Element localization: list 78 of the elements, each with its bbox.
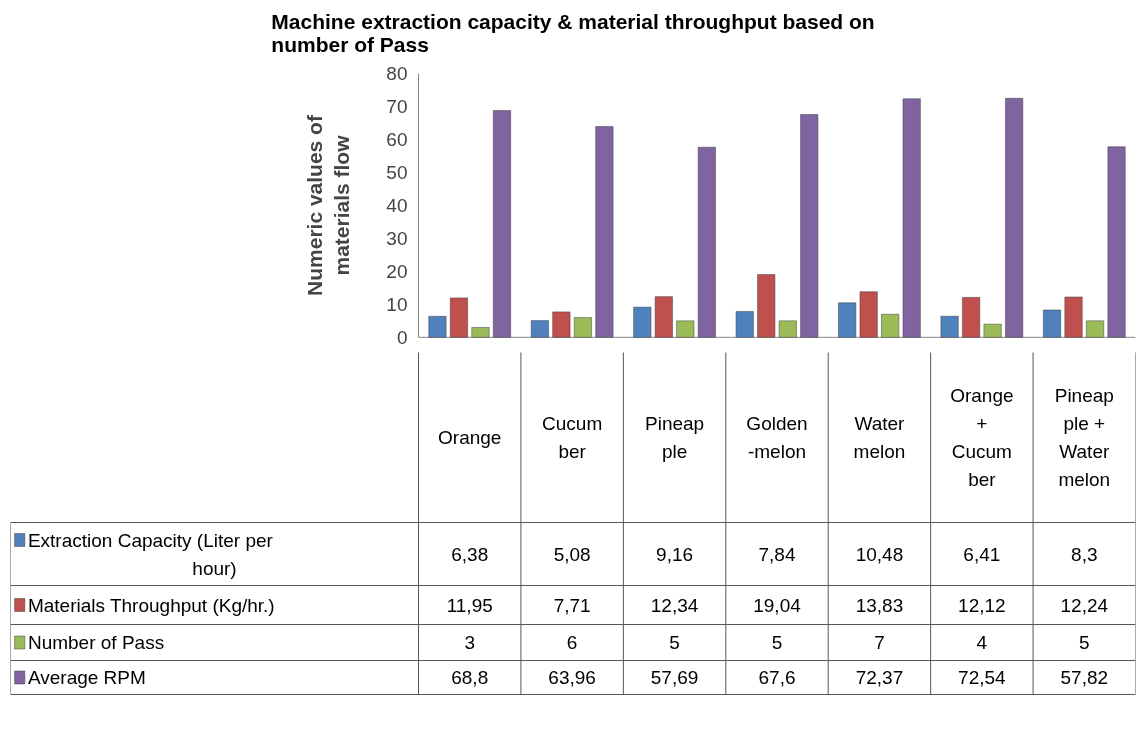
data-label: 5 [669, 632, 680, 653]
bar [757, 274, 776, 338]
y-tick-label: 60 [386, 129, 408, 151]
bar [940, 315, 959, 338]
x-tick-label: Cucum ber [542, 413, 603, 462]
data-label: 12,24 [1060, 594, 1109, 616]
bar [1064, 296, 1083, 338]
legend-label: Materials Throughput (Kg/hr.) [27, 594, 275, 616]
data-label: 10,48 [855, 543, 904, 565]
bar [428, 316, 447, 338]
bar [1107, 146, 1126, 338]
bar [676, 320, 695, 338]
bar [800, 114, 819, 338]
data-label: 19,04 [753, 594, 802, 616]
bar [902, 98, 921, 338]
data-label: 68,8 [451, 667, 489, 688]
legend-label: Extraction Capacity (Liter per hour) [27, 529, 274, 579]
data-label: 5 [771, 632, 783, 653]
bar [530, 320, 549, 338]
data-label: 67,6 [758, 667, 796, 688]
bar [654, 296, 673, 338]
data-label: 12,12 [958, 594, 1006, 616]
y-tick-label: 80 [386, 63, 408, 85]
data-label: 72,37 [855, 667, 904, 688]
data-label: 8,3 [1071, 543, 1098, 565]
data-label: 7,84 [758, 543, 796, 565]
bar [838, 302, 857, 338]
y-tick-label: 40 [386, 195, 408, 216]
y-tick-label: 10 [386, 293, 408, 315]
chart-title: Machine extraction capacity & material throughput based on number of Pass [271, 9, 875, 56]
bar [881, 314, 900, 338]
x-tick-label: Golden -melon [746, 413, 808, 462]
bar [1043, 309, 1061, 338]
data-label: 7 [874, 632, 885, 653]
data-label: 4 [976, 632, 988, 653]
x-tick-label: Orange [438, 427, 502, 448]
bar [595, 126, 614, 338]
x-tick-label: Water melon [853, 413, 906, 462]
x-tick-label: Pineap ple + Water melon [1054, 385, 1114, 490]
bar [778, 320, 797, 338]
bar [450, 297, 468, 338]
data-label: 57,69 [650, 667, 699, 688]
y-axis-title: Numeric values of materials flow [302, 114, 354, 296]
y-tick-label: 0 [396, 326, 408, 348]
bar [983, 323, 1002, 338]
data-label: 6,38 [451, 543, 489, 565]
y-tick-label: 70 [386, 96, 408, 118]
y-tick-label: 20 [386, 260, 408, 282]
bar [962, 297, 981, 338]
bar [859, 291, 878, 338]
bar [471, 327, 490, 338]
data-label: 5 [1079, 632, 1090, 653]
data-label: 11,95 [446, 594, 493, 616]
bar [735, 311, 754, 338]
bar [552, 311, 571, 338]
bar [493, 110, 511, 338]
legend-label: Average RPM [27, 667, 146, 688]
data-label: 5,08 [553, 543, 591, 565]
data-label: 3 [464, 632, 476, 653]
data-label: 57,82 [1060, 667, 1109, 688]
bar [573, 317, 592, 338]
data-label: 72,54 [958, 667, 1007, 688]
y-tick-label: 50 [386, 162, 408, 184]
bar [697, 146, 716, 338]
bar [1086, 320, 1104, 338]
x-tick-label: Pineap ple [644, 413, 705, 462]
y-tick-label: 30 [386, 227, 408, 249]
data-label: 63,96 [548, 667, 596, 688]
data-label: 6,41 [963, 543, 1001, 565]
bar [633, 306, 652, 338]
data-label: 13,83 [855, 594, 904, 616]
data-label: 12,34 [650, 594, 699, 616]
x-tick-label: Orange + Cucum ber [950, 385, 1014, 490]
legend-label: Number of Pass [27, 632, 165, 653]
data-label: 6 [566, 632, 578, 653]
data-label: 9,16 [656, 543, 694, 565]
bar [1005, 98, 1024, 338]
data-label: 7,71 [553, 594, 591, 616]
